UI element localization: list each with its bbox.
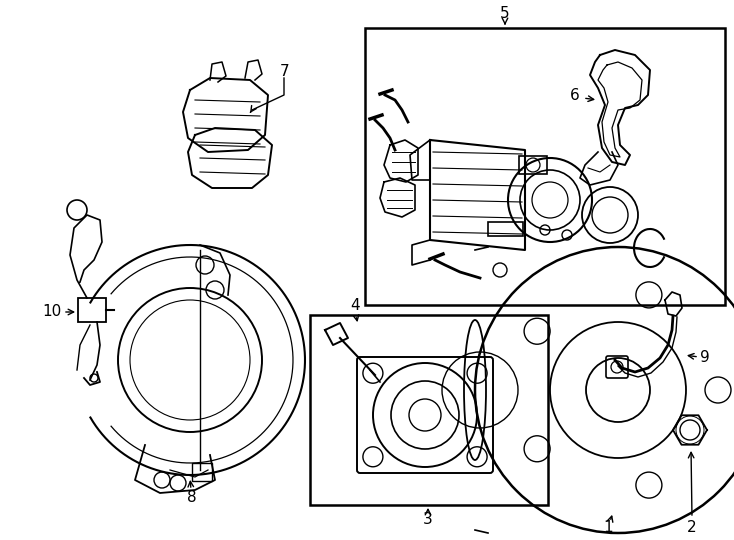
Text: 1: 1: [603, 521, 613, 536]
Text: 4: 4: [350, 298, 360, 313]
Bar: [310, 315, 548, 505]
Text: 10: 10: [43, 305, 62, 320]
Text: 8: 8: [187, 490, 197, 505]
Text: 9: 9: [700, 350, 710, 366]
Bar: [488, 222, 523, 236]
Text: 3: 3: [423, 512, 433, 528]
Bar: [519, 156, 547, 174]
Bar: [192, 463, 212, 481]
Text: 6: 6: [570, 87, 580, 103]
Bar: [78, 298, 106, 322]
Bar: [365, 28, 725, 305]
Text: 5: 5: [500, 6, 510, 22]
Text: 7: 7: [280, 64, 290, 79]
Text: 2: 2: [687, 521, 697, 536]
